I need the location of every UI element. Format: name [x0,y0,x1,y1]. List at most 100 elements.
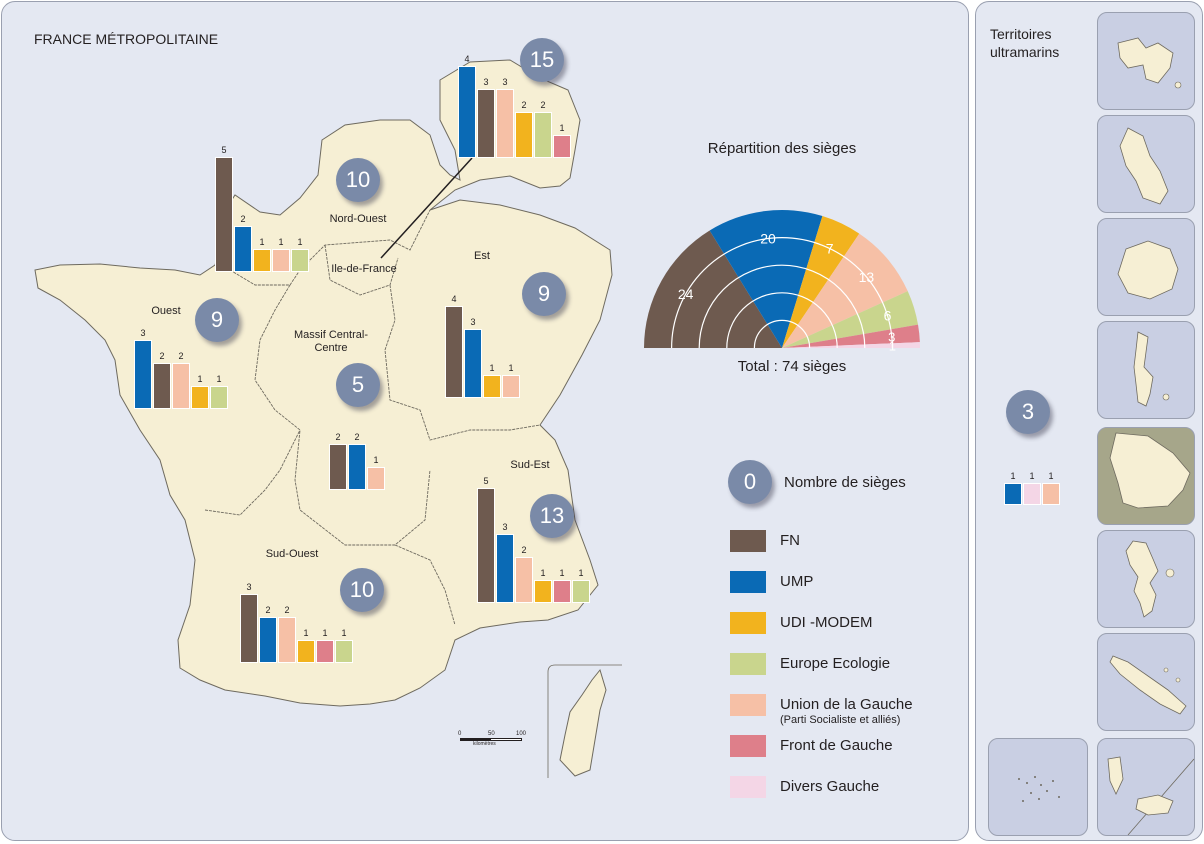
legend-swatch-front-de-gauche [730,735,766,757]
map-title: FRANCE MÉTROPOLITAINE [34,31,219,47]
region-label-ile-de-france: Ile-de-France [331,263,397,275]
bar-value-label: 2 [354,432,360,442]
seat-ring [671,237,893,349]
bar-value-label: 2 [159,351,165,361]
bar-value-label: 2 [521,100,527,110]
bar-value-label: 1 [1010,471,1016,481]
mainland-shape [34,59,613,707]
legend-swatch-union-de-la-gauche [730,694,766,716]
bar-value-label: 2 [265,605,271,615]
legend-label: Divers Gauche [780,778,880,795]
bar-sud-est-europe-ecologie [572,580,590,603]
bar-ouest-europe-ecologie [210,386,228,409]
france-outline [34,59,613,777]
bar-value-label: 1 [197,374,203,384]
seat-slice-ump [709,210,823,348]
scale-ruler [460,738,522,741]
bar-value-label: 1 [559,568,565,578]
bar-massif-central-ump [348,444,366,490]
bar-est-udi-modem [483,375,501,398]
bar-value-label: 3 [246,582,252,592]
bar-value-label: 1 [1029,471,1035,481]
legend-label: UMP [780,573,814,590]
legend-sublabel: (Parti Socialiste et alliés) [780,714,901,726]
bar-ouest-union-de-la-gauche [172,363,190,409]
bar-nord-ouest-ump [234,226,252,272]
bar-value-label: 1 [297,237,303,247]
bar-sud-ouest-ump [259,617,277,663]
seat-slice-udi-modem [782,216,860,348]
bar-value-label: 2 [178,351,184,361]
bar-sud-est-fn [477,488,495,603]
region-label-sud-ouest: Sud-Ouest [265,548,319,560]
bar-value-label: 1 [559,123,565,133]
legend-swatch-udi-modem [730,612,766,634]
bar-ile-de-france-front-de-gauche [553,135,571,158]
seat-ring [698,264,866,349]
legend-swatch-ump [730,571,766,593]
bar-est-fn [445,306,463,398]
seats-bubble-ile-de-france: 15 [520,38,564,82]
legend-label: Union de la Gauche [780,696,913,713]
bar-ouest-ump [134,340,152,409]
bar-sud-ouest-front-de-gauche [316,640,334,663]
bar-nord-ouest-udi-modem [253,249,271,272]
bar-value-label: 1 [578,568,584,578]
bar-massif-central-fn [329,444,347,490]
idf-callout-line [380,157,473,259]
bar-outre-mer-divers-gauche [1023,483,1041,505]
bar-value-label: 1 [216,374,222,384]
territory-reunion [1097,218,1195,316]
bar-sud-ouest-union-de-la-gauche [278,617,296,663]
bar-nord-ouest-union-de-la-gauche [272,249,290,272]
region-borders [204,209,541,626]
bar-value-label: 2 [284,605,290,615]
scale-tick-0: 0 [458,731,462,737]
region-label-nord-ouest: Nord-Ouest [329,213,387,225]
legend-bubble-label: Nombre de sièges [784,474,906,491]
bar-ile-de-france-fn [477,89,495,158]
bar-value-label: 5 [483,476,489,486]
bar-sud-est-ump [496,534,514,603]
bar-sud-ouest-udi-modem [297,640,315,663]
scale-tick-50: 50 [488,731,495,737]
bar-sud-est-union-de-la-gauche [515,557,533,603]
bar-nord-ouest-europe-ecologie [291,249,309,272]
bar-value-label: 3 [470,317,476,327]
territories-title: Territoires ultramarins [990,25,1059,61]
legend-swatch-europe-ecologie [730,653,766,675]
bar-value-label: 1 [259,237,265,247]
territory-martinique [1097,115,1195,213]
legend-bubble: 0 [728,460,772,504]
territory-mayotte [1097,530,1195,628]
bar-value-label: 1 [341,628,347,638]
territory-guadeloupe [1097,12,1195,110]
territories-title-line1: Territoires [990,26,1052,42]
bar-value-label: 5 [221,145,227,155]
bar-value-label: 4 [451,294,457,304]
bar-ouest-fn [153,363,171,409]
region-label-sud-est: Sud-Est [510,459,550,471]
bar-sud-ouest-fn [240,594,258,663]
seats-bubble-nord-ouest: 10 [336,158,380,202]
scale-unit: kilomètres [473,741,496,747]
scale-bar: 0 50 100 kilomètres [458,731,528,747]
bar-value-label: 3 [502,77,508,87]
bar-value-label: 2 [240,214,246,224]
region-label-est: Est [474,250,490,262]
bar-value-label: 2 [335,432,341,442]
legend-swatch-divers-gauche [730,776,766,798]
bar-value-label: 1 [1048,471,1054,481]
bar-nord-ouest-fn [215,157,233,272]
corsica-shape [559,668,607,777]
territories-title-line2: ultramarins [990,44,1060,60]
bar-massif-central-union-de-la-gauche [367,467,385,490]
bar-value-label: 3 [483,77,489,87]
france-map [34,59,622,778]
seat-chart-total: Total : 74 sièges [737,358,847,375]
bar-sud-est-front-de-gauche [553,580,571,603]
bar-value-label: 1 [322,628,328,638]
bar-value-label: 3 [502,522,508,532]
bar-ile-de-france-union-de-la-gauche [496,89,514,158]
